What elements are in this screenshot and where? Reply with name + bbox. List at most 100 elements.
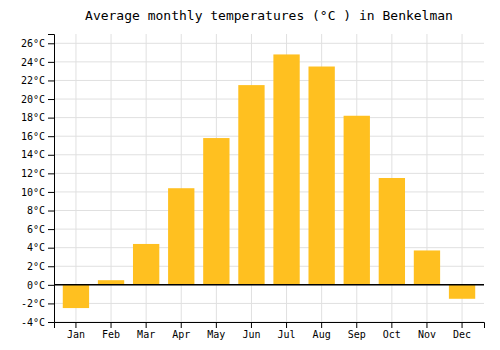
y-tick-label: 4°C [27,242,45,253]
x-tick: Jan [67,322,85,340]
bar [168,188,194,285]
y-tick: 8°C [27,205,54,216]
y-tick-label: 6°C [27,224,45,235]
y-tick: 26°C [21,38,54,49]
y-tick: 22°C [21,75,54,86]
x-tick: Aug [313,322,331,340]
bar [449,285,475,299]
y-tick-mark [48,266,54,267]
y-tick: 16°C [21,131,54,142]
bar [63,285,89,308]
x-tick-mark [286,322,287,328]
x-tick-mark [181,322,182,328]
x-tick: Nov [418,322,436,340]
y-tick-mark [48,155,54,156]
y-tick: -4°C [21,317,54,328]
y-tick-label: 16°C [21,131,45,142]
grid-line [462,34,463,322]
grid-line [54,284,484,285]
y-tick-mark [48,285,54,286]
y-tick-mark [48,80,54,81]
y-tick: 4°C [27,242,54,253]
x-tick-mark [426,322,427,328]
y-tick-mark [48,322,54,323]
plot: -4°C -2°C 0°C 2°C 4°C 6°C 8°C 10°C 12°C 14°C 16°C 1… [21,34,485,340]
x-tick: Jun [242,322,260,340]
y-tick: 14°C [21,149,54,160]
x-axis-line [55,323,485,329]
y-tick-mark [48,118,54,119]
y-tick: 0°C [27,280,54,291]
grid-line [54,99,484,100]
x-tick-label: Mar [137,329,155,340]
x-tick-label: Jan [67,329,85,340]
x-tick-mark [251,322,252,328]
y-tick-mark [48,248,54,249]
y-tick-label: 18°C [21,112,45,123]
y-tick-label: 20°C [21,94,45,105]
bar [344,116,370,285]
y-tick-label: 26°C [21,38,45,49]
y-axis-line [48,35,55,323]
grid-line [111,34,112,322]
y-tick-mark [48,303,54,304]
x-tick: Feb [102,322,120,340]
x-tick: Oct [383,322,401,340]
grid-line [54,247,484,248]
y-tick-label: 24°C [21,57,45,68]
grid-line [54,117,484,118]
x-tick-mark [216,322,217,328]
y-tick-label: -4°C [21,317,45,328]
bar [133,244,159,285]
grid [54,34,484,322]
x-tick-label: Jun [242,329,260,340]
y-tick: 6°C [27,224,54,235]
bar [414,250,440,284]
y-tick: 24°C [21,57,54,68]
y-tick: 20°C [21,94,54,105]
x-tick-label: Jul [278,329,296,340]
x-tick-label: Sep [348,329,366,340]
x-tick-label: May [207,329,225,340]
y-tick: -2°C [21,298,54,309]
grid-line [54,154,484,155]
y-tick-mark [48,229,54,230]
x-tick-mark [356,322,357,328]
y-tick: 12°C [21,168,54,179]
x-tick-label: Aug [313,329,331,340]
grid-line [54,173,484,174]
y-tick-mark [48,62,54,63]
y-tick-label: 14°C [21,149,45,160]
x-tick-mark [111,322,112,328]
x-tick-label: Oct [383,329,401,340]
baseline [54,284,484,286]
y-tick: 2°C [27,261,54,272]
y-tick-label: 22°C [21,75,45,86]
x-tick-label: Feb [102,329,120,340]
y-tick-mark [48,99,54,100]
y-tick-mark [48,136,54,137]
x-tick: Dec [453,322,471,340]
y-tick-mark [48,173,54,174]
y-tick-label: 0°C [27,280,45,291]
grid-line [54,80,484,81]
y-tick-mark [48,43,54,44]
x-tick-label: Apr [172,329,190,340]
grid-line [54,61,484,62]
x-tick: Mar [137,322,155,340]
y-tick-mark [48,192,54,193]
bar [238,85,264,285]
y-tick-label: 8°C [27,205,45,216]
chart: Average monthly temperatures (°C ) in Be… [0,0,500,350]
y-tick-label: 10°C [21,187,45,198]
x-tick-mark [146,322,147,328]
bar [203,138,229,285]
grid-line [54,210,484,211]
y-tick: 18°C [21,112,54,123]
bar [308,67,334,285]
bar [273,54,299,284]
x-tick-mark [462,322,463,328]
grid-line [54,303,484,304]
bars [54,54,484,308]
x-tick-mark [391,322,392,328]
